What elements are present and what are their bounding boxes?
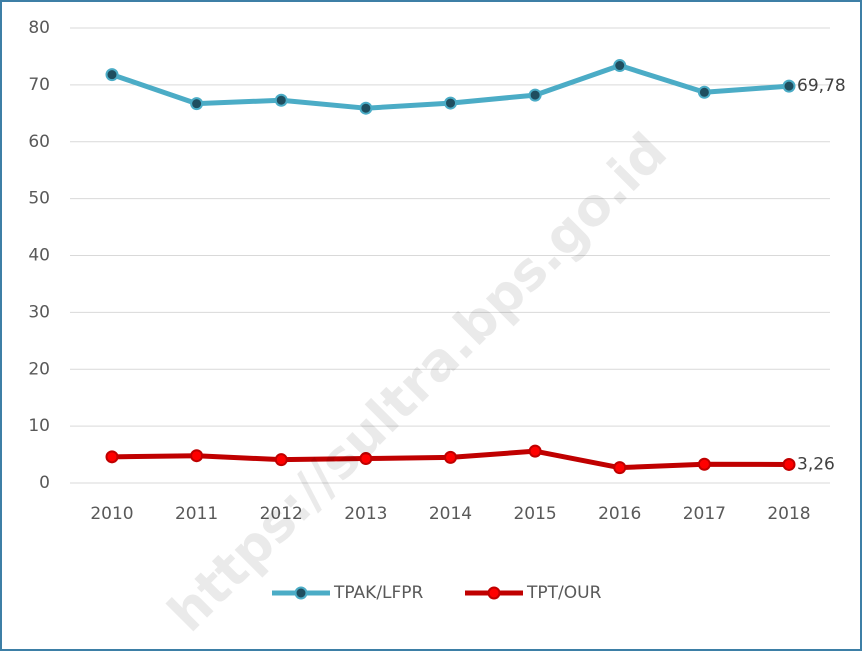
marker [782, 457, 796, 471]
marker [444, 450, 457, 464]
y-tick-label: 40 [28, 246, 50, 266]
legend-marker [487, 586, 501, 600]
marker [359, 452, 373, 466]
marker [613, 461, 627, 475]
marker [190, 449, 204, 463]
legend-label: TPAK/LFPR [333, 583, 424, 603]
marker [782, 79, 796, 93]
marker [528, 88, 542, 102]
data-label: 3,26 [797, 454, 835, 474]
y-tick-label: 0 [39, 473, 50, 493]
x-tick-label: 2010 [90, 504, 133, 524]
marker [697, 85, 711, 99]
marker [105, 450, 119, 464]
marker [613, 59, 627, 73]
marker [528, 444, 542, 458]
legend-label: TPT/OUR [526, 583, 602, 603]
x-tick-label: 2018 [767, 504, 810, 524]
marker [274, 453, 288, 467]
y-tick-label: 70 [28, 75, 50, 95]
x-tick-label: 2013 [344, 504, 387, 524]
data-label: 69,78 [797, 76, 846, 96]
x-tick-label: 2015 [513, 504, 556, 524]
marker [444, 96, 457, 110]
marker [359, 101, 373, 115]
y-tick-label: 80 [28, 18, 50, 38]
plot-area: 0 10 20 30 40 50 60 70 80 2010 2011 2012 2013 2014 201… [28, 18, 845, 603]
x-tick-label: 2017 [683, 504, 726, 524]
x-tick-label: 2014 [429, 504, 472, 524]
marker [697, 457, 711, 471]
y-tick-label: 30 [28, 302, 50, 322]
y-tick-label: 60 [28, 132, 50, 152]
x-tick-label: 2012 [260, 504, 303, 524]
marker [190, 97, 204, 111]
legend-marker [294, 586, 308, 600]
marker [274, 93, 288, 107]
y-tick-label: 10 [28, 416, 50, 436]
y-tick-label: 50 [28, 189, 50, 209]
marker [105, 68, 119, 82]
x-tick-label: 2011 [175, 504, 218, 524]
y-tick-label: 20 [28, 359, 50, 379]
x-tick-label: 2016 [598, 504, 641, 524]
